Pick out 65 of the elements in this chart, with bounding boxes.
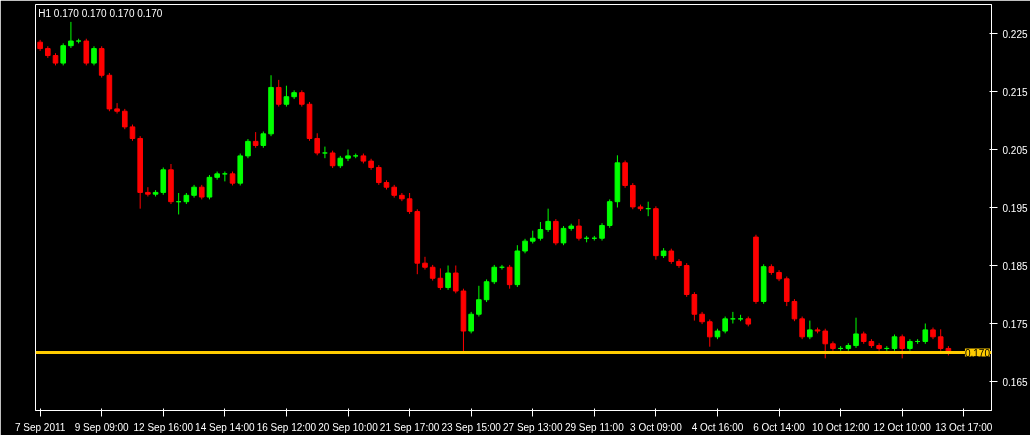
- candlestick: [437, 267, 444, 291]
- x-tick-label: 20 Sep 10:00: [318, 421, 379, 433]
- candlestick: [799, 316, 805, 340]
- x-tick-label: 7 Sep 2011: [14, 421, 66, 433]
- x-tick-label: 9 Sep 09:00: [74, 421, 130, 433]
- candlestick: [145, 186, 151, 197]
- y-tick-label: 0.195: [1002, 202, 1028, 214]
- candlestick: [553, 218, 559, 246]
- candlestick: [491, 264, 498, 285]
- candlestick: [121, 108, 128, 130]
- candlestick: [245, 138, 251, 159]
- candlestick: [853, 317, 859, 349]
- x-tick-label: 29 Sep 11:00: [564, 421, 625, 433]
- candlestick: [822, 328, 829, 359]
- candlestick: [314, 132, 321, 156]
- candlestick: [622, 160, 628, 189]
- x-tick-label: 12 Sep 16:00: [133, 421, 194, 433]
- candlestick: [922, 323, 929, 345]
- candlestick: [706, 318, 713, 348]
- chart-title: H1 0.170 0.170 0.170 0.170: [38, 7, 163, 19]
- candlestick: [545, 208, 551, 233]
- candlestick: [445, 265, 451, 291]
- x-tick-label: 10 Oct 12:00: [812, 421, 870, 433]
- x-tick-label: 13 Oct 17:00: [935, 421, 993, 433]
- x-tick-label: 23 Sep 15:00: [441, 421, 502, 433]
- candlestick: [899, 334, 906, 359]
- candlestick: [452, 265, 459, 294]
- x-tick-label: 27 Sep 13:00: [502, 421, 563, 433]
- candlestick: [68, 21, 74, 49]
- candlestick: [560, 225, 567, 246]
- y-tick-label: 0.165: [1002, 376, 1028, 388]
- x-tick-label: 6 Oct 14:00: [753, 421, 806, 433]
- ref-line-label: 0.170: [964, 347, 991, 359]
- candlestick: [876, 342, 882, 352]
- candlestick: [506, 264, 513, 290]
- x-tick-label: 12 Oct 10:00: [873, 421, 932, 433]
- candlestick: [606, 198, 613, 229]
- candlestick: [375, 164, 382, 186]
- candlestick: [630, 182, 636, 210]
- candlestick: [576, 218, 582, 242]
- candlestick: [537, 221, 544, 242]
- x-tick-label: 21 Sep 17:00: [379, 421, 440, 433]
- candlestick: [345, 149, 351, 162]
- y-tick-label: 0.205: [1002, 144, 1028, 156]
- x-tick-label: 14 Sep 14:00: [195, 421, 256, 433]
- y-tick-label: 0.215: [1002, 86, 1028, 98]
- y-tick-label: 0.175: [1002, 318, 1028, 330]
- candlestick: [83, 38, 90, 66]
- y-tick-label: 0.225: [1002, 28, 1028, 40]
- candlestick: [275, 79, 282, 108]
- candlestick: [483, 278, 490, 303]
- candlestick: [114, 102, 120, 115]
- candlestick: [476, 285, 482, 318]
- candlestick: [468, 311, 474, 334]
- candlestick: [91, 45, 97, 66]
- candlestick: [60, 42, 67, 66]
- candlestick: [206, 174, 213, 200]
- x-tick-label: 3 Oct 09:00: [630, 421, 683, 433]
- candlestick: [399, 192, 405, 202]
- candlestick: [807, 320, 813, 340]
- candlestick: [283, 85, 290, 108]
- x-tick-label: 4 Oct 16:00: [691, 421, 744, 433]
- candlestick: [422, 256, 428, 271]
- x-tick-label: 16 Sep 12:00: [256, 421, 317, 433]
- y-tick-label: 0.185: [1002, 260, 1028, 272]
